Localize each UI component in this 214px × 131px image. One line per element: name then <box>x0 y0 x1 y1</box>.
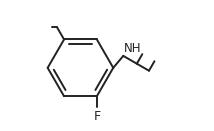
Text: NH: NH <box>124 42 142 55</box>
Text: F: F <box>93 110 100 122</box>
